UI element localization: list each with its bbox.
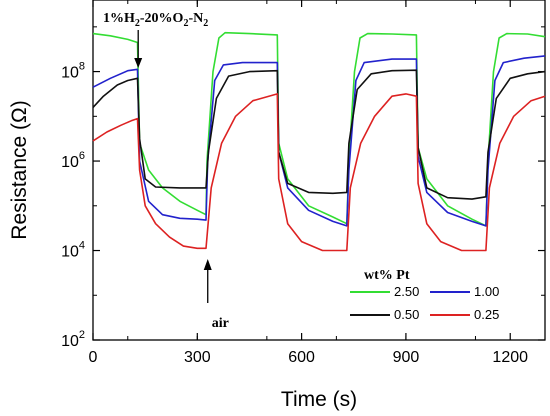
y-tick-label: 104 — [61, 240, 85, 261]
gas-annotation: 1%H2-20%O2-N2 — [103, 11, 208, 68]
x-tick-label: 0 — [89, 349, 98, 366]
series-line-0.50 — [92, 69, 546, 200]
plot-frame — [92, 0, 546, 341]
y-tick-label: 102 — [61, 329, 85, 350]
x-tick-label: 300 — [184, 349, 211, 366]
series-line-0.25 — [92, 93, 546, 252]
y-tick-label: 108 — [61, 61, 85, 82]
gas-label: 1%H2-20%O2-N2 — [103, 11, 208, 29]
legend-label-1.00: 1.00 — [474, 284, 499, 299]
x-tick-label: 900 — [393, 349, 420, 366]
legend-label-0.50: 0.50 — [394, 307, 419, 322]
series-line-2.50 — [92, 31, 546, 227]
axis-ticks — [92, 0, 545, 341]
x-axis-title: Time (s) — [281, 388, 357, 411]
gas-arrow-head — [134, 58, 143, 68]
tick-labels: 0 300 600 900 1200 102 104 106 108 — [61, 61, 528, 366]
series-line-1.00 — [92, 55, 546, 227]
x-tick-label: 600 — [288, 349, 315, 366]
legend-label-2.50: 2.50 — [394, 284, 419, 299]
legend-label-0.25: 0.25 — [474, 307, 499, 322]
y-axis-title: Resistance (Ω) — [8, 100, 31, 239]
air-label: air — [212, 316, 229, 331]
air-annotation: air — [203, 259, 229, 331]
air-arrow-head — [203, 259, 212, 270]
x-tick-label: 1200 — [492, 349, 528, 366]
legend: wt% Pt 2.50 1.00 0.50 0.25 — [350, 268, 499, 322]
series-lines — [92, 31, 546, 252]
y-tick-label: 106 — [61, 150, 85, 171]
legend-title: wt% Pt — [364, 268, 410, 283]
